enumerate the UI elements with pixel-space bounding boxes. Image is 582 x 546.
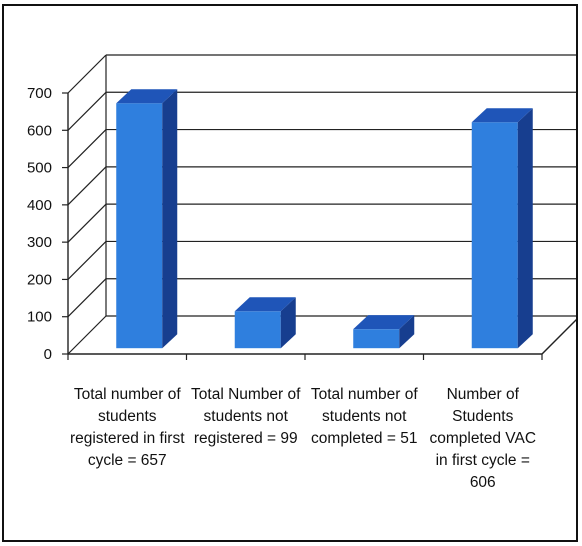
y-tick-label: 500 [27, 160, 52, 177]
bar-side [517, 108, 533, 349]
gridline-diagonal [67, 315, 107, 355]
bar [353, 329, 400, 349]
bar [471, 122, 518, 349]
y-tick-label: 300 [27, 234, 52, 251]
gridline-diagonal [67, 91, 107, 131]
gridline-diagonal [67, 203, 107, 243]
y-tick-label: 200 [27, 271, 52, 288]
y-tick-label: 100 [27, 309, 52, 326]
x-category-label: Number of Students completed VAC in firs… [429, 386, 537, 491]
y-tick-label: 400 [27, 197, 52, 214]
gridline-diagonal [67, 278, 107, 318]
gridline-diagonal [67, 166, 107, 206]
bar-side [399, 315, 415, 349]
bar [234, 311, 281, 349]
bar-chart: 0 100 200 300 400 500 600 700 [27, 54, 576, 363]
bar-side [162, 89, 178, 349]
bar-top [116, 89, 178, 104]
y-tick-label: 600 [27, 122, 52, 139]
gridline-diagonal [67, 241, 107, 280]
bar [116, 103, 163, 349]
x-category-label: Total Number of students not registered … [191, 386, 301, 447]
y-tick-label: 700 [27, 85, 52, 102]
bar-top [353, 315, 415, 330]
chart-frame: 0 100 200 300 400 500 600 700 Total number of s… [2, 4, 578, 542]
x-category-label: Total number of students registered in f… [69, 386, 185, 469]
gridline-diagonal [67, 54, 107, 94]
bar-top [234, 297, 296, 312]
y-tick-label: 0 [44, 346, 52, 363]
gridline-diagonal [67, 129, 107, 168]
bar-top [471, 108, 533, 123]
x-category-label: Total number of students not completed =… [310, 386, 418, 447]
bar-side [280, 297, 296, 349]
